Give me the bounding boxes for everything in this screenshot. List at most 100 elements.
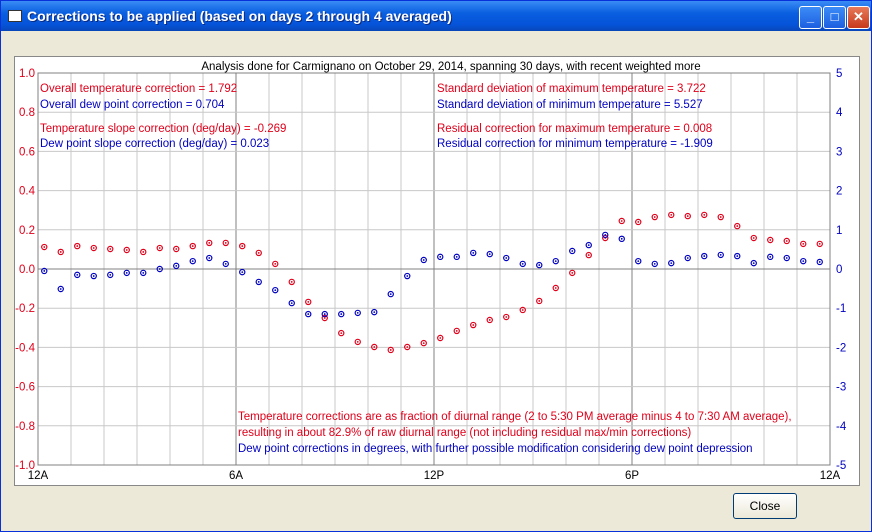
temperature-marker — [206, 239, 213, 247]
dew-point-marker — [156, 265, 163, 273]
right-tick-label: 5 — [836, 68, 842, 80]
left-tick-label: -0.6 — [15, 382, 35, 394]
analysis-title: Analysis done for Carmignano on October … — [201, 61, 700, 73]
corrections-chart: 1.0 0.8 0.6 0.4 0.2 0.0 -0.2 -0.4 -0.6 -0.8 -1.0 5 4… — [15, 61, 847, 482]
temperature-marker-dot — [818, 243, 821, 245]
note-diurnal-range: resulting in about 82.9% of raw diurnal … — [238, 427, 691, 439]
dew-point-marker-dot — [43, 270, 46, 272]
temperature-marker — [453, 327, 460, 335]
dew-point-marker — [222, 260, 229, 268]
temperature-marker — [569, 269, 576, 277]
temperature-marker-dot — [109, 248, 112, 250]
temperature-marker — [321, 314, 328, 322]
temperature-marker-dot — [538, 300, 541, 302]
temperature-marker-dot — [455, 330, 458, 332]
temperature-marker-dot — [422, 342, 425, 344]
temperature-slope-correction: Temperature slope correction (deg/day) =… — [40, 123, 286, 135]
temperature-marker — [800, 240, 807, 248]
temperature-marker — [437, 334, 444, 342]
temperature-marker — [57, 248, 64, 256]
temperature-marker — [816, 240, 823, 248]
temperature-marker — [41, 243, 48, 251]
dew-point-marker-dot — [785, 257, 788, 259]
temperature-marker-dot — [719, 216, 722, 218]
dew-point-marker — [783, 254, 790, 262]
dew-point-marker — [701, 252, 708, 260]
temperature-marker-dot — [637, 221, 640, 223]
dew-point-marker — [189, 257, 196, 265]
dew-point-marker — [354, 309, 361, 317]
dew-point-marker — [57, 285, 64, 293]
minimize-icon[interactable]: _ — [799, 6, 822, 29]
dew-point-marker — [453, 253, 460, 261]
temperature-marker — [635, 218, 642, 226]
dew-point-marker — [338, 310, 345, 318]
dew-point-marker-dot — [736, 255, 739, 257]
temperature-marker-dot — [554, 287, 557, 289]
dew-point-marker — [552, 257, 559, 265]
dew-point-marker — [536, 261, 543, 269]
dew-point-marker — [618, 235, 625, 243]
x-tick-label: 12P — [424, 470, 445, 482]
dew-point-marker — [255, 278, 262, 286]
dew-point-marker-dot — [389, 293, 392, 295]
app-icon — [8, 10, 22, 22]
temperature-marker-dot — [802, 243, 805, 245]
temperature-marker-dot — [769, 239, 772, 241]
temperature-marker-dot — [208, 242, 211, 244]
dew-point-marker-dot — [488, 253, 491, 256]
dew-point-marker-dot — [340, 313, 343, 315]
dew-point-marker-dot — [373, 311, 376, 314]
dew-point-marker — [173, 262, 180, 270]
x-tick-label: 6P — [625, 470, 639, 482]
dew-point-marker-dot — [670, 262, 673, 265]
right-tick-label: -4 — [836, 421, 847, 433]
temperature-marker-dot — [785, 240, 788, 242]
dew-point-marker-dot — [422, 259, 425, 261]
temperature-marker — [618, 217, 625, 225]
left-tick-label: 0.8 — [19, 107, 35, 119]
temperature-marker-dot — [175, 248, 178, 250]
dew-point-marker — [668, 259, 675, 267]
dew-point-marker-dot — [274, 289, 277, 292]
temperature-marker-dot — [76, 245, 79, 247]
temperature-marker-dot — [142, 251, 145, 253]
right-tick-label: 4 — [836, 107, 843, 119]
temperature-marker — [536, 297, 543, 305]
dew-point-marker-dot — [224, 263, 227, 265]
close-icon[interactable]: ✕ — [847, 6, 870, 29]
dew-point-marker — [90, 272, 97, 280]
std-dev-min-temperature: Standard deviation of minimum temperatur… — [437, 99, 703, 111]
dew-point-marker-dot — [125, 272, 128, 274]
temperature-marker-dot — [43, 246, 46, 248]
temperature-marker-dot — [439, 337, 442, 339]
temperature-marker-dot — [340, 332, 343, 334]
dew-point-marker — [305, 310, 312, 318]
dew-point-marker — [750, 259, 757, 267]
temperature-marker — [107, 245, 114, 253]
temperature-marker-dot — [323, 317, 326, 319]
temperature-marker-dot — [158, 247, 161, 249]
temperature-marker-dot — [521, 309, 524, 311]
temperature-marker — [123, 246, 130, 254]
title-bar[interactable]: Corrections to be applied (based on days… — [1, 1, 871, 31]
dew-point-marker-dot — [818, 261, 821, 263]
left-tick-label: 0.2 — [19, 225, 35, 237]
temperature-marker-dot — [373, 346, 376, 348]
maximize-icon[interactable]: □ — [823, 6, 846, 29]
dew-point-marker-dot — [703, 255, 706, 257]
temperature-marker — [272, 260, 279, 268]
close-button[interactable]: Close — [733, 493, 797, 519]
temperature-marker — [750, 234, 757, 242]
dew-point-marker — [107, 271, 114, 279]
temperature-marker-dot — [472, 324, 475, 326]
temperature-marker-dot — [307, 301, 310, 303]
dew-point-marker-dot — [587, 244, 590, 246]
dew-point-marker-dot — [356, 312, 359, 314]
left-tick-label: 0.0 — [19, 264, 35, 276]
temperature-marker — [371, 343, 378, 351]
dew-point-marker — [684, 254, 691, 262]
temperature-marker — [156, 244, 163, 252]
dew-point-marker-dot — [241, 271, 244, 274]
dew-point-marker-dot — [406, 275, 409, 277]
